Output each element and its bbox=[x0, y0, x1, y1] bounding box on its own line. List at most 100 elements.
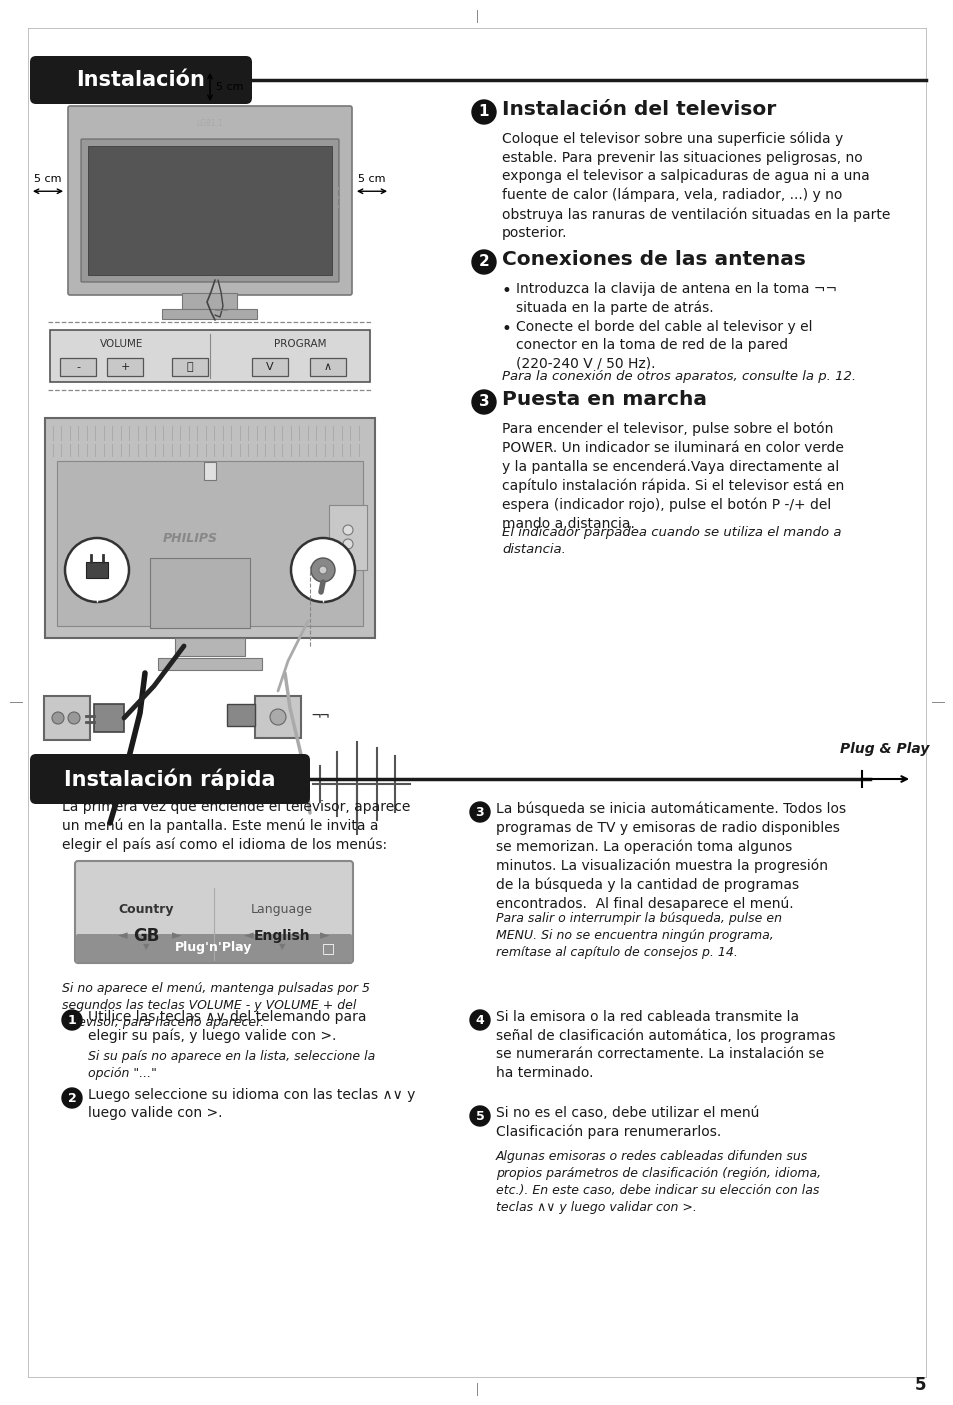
Text: Plug & Play: Plug & Play bbox=[840, 742, 928, 756]
Circle shape bbox=[62, 1087, 82, 1109]
Bar bbox=[174, 638, 245, 656]
Text: ◄: ◄ bbox=[118, 930, 128, 943]
Bar bbox=[310, 358, 346, 377]
Bar bbox=[88, 146, 332, 275]
Text: 5: 5 bbox=[914, 1375, 925, 1394]
Bar bbox=[45, 419, 375, 638]
FancyBboxPatch shape bbox=[81, 139, 338, 282]
Text: ◄: ◄ bbox=[244, 930, 253, 943]
Text: Si la emisora o la red cableada transmite la
señal de clasificación automática, : Si la emisora o la red cableada transmit… bbox=[496, 1010, 835, 1080]
Text: •: • bbox=[501, 320, 512, 339]
Text: ►: ► bbox=[172, 930, 181, 943]
Text: ►: ► bbox=[319, 930, 330, 943]
FancyBboxPatch shape bbox=[68, 105, 352, 295]
Text: Si no es el caso, debe utilizar el menú
Clasificación para renumerarlos.: Si no es el caso, debe utilizar el menú … bbox=[496, 1106, 759, 1139]
Circle shape bbox=[343, 540, 353, 549]
FancyBboxPatch shape bbox=[30, 56, 252, 104]
FancyBboxPatch shape bbox=[76, 934, 352, 962]
Text: Para la conexión de otros aparatos, consulte la p. 12.: Para la conexión de otros aparatos, cons… bbox=[501, 370, 855, 384]
Text: V: V bbox=[266, 362, 274, 372]
Circle shape bbox=[291, 538, 355, 601]
Text: 3: 3 bbox=[476, 805, 484, 819]
Text: La primera vez que enciende el televisor, aparece
un menú en la pantalla. Este m: La primera vez que enciende el televisor… bbox=[62, 799, 410, 853]
Circle shape bbox=[343, 554, 353, 563]
Text: Country: Country bbox=[118, 903, 173, 916]
FancyBboxPatch shape bbox=[75, 861, 353, 962]
Bar bbox=[162, 309, 257, 319]
Bar bbox=[158, 658, 262, 670]
Bar bbox=[94, 704, 124, 732]
Circle shape bbox=[343, 525, 353, 535]
Text: Introduzca la clavija de antena en la toma ¬¬
situada en la parte de atrás.: Introduzca la clavija de antena en la to… bbox=[516, 282, 836, 315]
Text: Puesta en marcha: Puesta en marcha bbox=[501, 391, 706, 409]
Text: PHILIPS: PHILIPS bbox=[162, 531, 217, 545]
Text: 5 cm: 5 cm bbox=[358, 174, 385, 184]
Text: Para salir o interrumpir la búsqueda, pulse en
MENU. Si no se encuentra ningún p: Para salir o interrumpir la búsqueda, pu… bbox=[496, 912, 781, 960]
Text: ¬¬: ¬¬ bbox=[311, 708, 329, 724]
Text: Para encender el televisor, pulse sobre el botón
POWER. Un indicador se iluminar: Para encender el televisor, pulse sobre … bbox=[501, 422, 843, 531]
Text: 4: 4 bbox=[476, 1013, 484, 1027]
Circle shape bbox=[270, 710, 286, 725]
Text: English: English bbox=[253, 929, 310, 943]
Text: GB: GB bbox=[132, 927, 159, 946]
Circle shape bbox=[470, 1106, 490, 1125]
Text: Luego seleccione su idioma con las teclas ∧∨ y
luego valide con >.: Luego seleccione su idioma con las tecla… bbox=[88, 1087, 415, 1120]
Text: 2: 2 bbox=[478, 254, 489, 270]
Text: Plug'n'Play: Plug'n'Play bbox=[175, 941, 253, 954]
Bar bbox=[44, 695, 90, 740]
Text: 3: 3 bbox=[478, 395, 489, 409]
Text: Coloque el televisor sobre una superficie sólida y
estable. Para prevenir las si: Coloque el televisor sobre una superfici… bbox=[501, 132, 889, 240]
Text: -: - bbox=[76, 362, 80, 372]
Text: 1: 1 bbox=[478, 104, 489, 119]
Bar bbox=[329, 504, 367, 570]
Circle shape bbox=[472, 391, 496, 414]
Text: 5: 5 bbox=[476, 1110, 484, 1123]
Text: 5 cm: 5 cm bbox=[215, 81, 243, 91]
Bar bbox=[182, 294, 237, 309]
FancyBboxPatch shape bbox=[30, 754, 310, 804]
Bar bbox=[50, 330, 370, 382]
Text: VOLUME: VOLUME bbox=[100, 339, 144, 348]
Text: PROGRAM: PROGRAM bbox=[274, 339, 326, 348]
Text: Instalación: Instalación bbox=[76, 70, 205, 90]
Bar bbox=[204, 462, 215, 481]
Text: ▼: ▼ bbox=[278, 943, 285, 951]
Text: Language: Language bbox=[251, 903, 313, 916]
Circle shape bbox=[65, 538, 129, 601]
Text: ▼: ▼ bbox=[143, 943, 149, 951]
Text: •: • bbox=[501, 282, 512, 301]
Bar bbox=[172, 358, 208, 377]
Text: Instalación del televisor: Instalación del televisor bbox=[501, 100, 776, 119]
Text: Utilice las teclas ∧∨ del telemando para
elegir su país, y luego valide con >.: Utilice las teclas ∧∨ del telemando para… bbox=[88, 1010, 366, 1043]
Circle shape bbox=[470, 802, 490, 822]
Text: ∧: ∧ bbox=[324, 362, 332, 372]
Text: □: □ bbox=[321, 941, 335, 955]
Bar bbox=[254, 695, 301, 738]
Bar bbox=[252, 358, 288, 377]
Bar bbox=[107, 358, 143, 377]
Circle shape bbox=[311, 558, 335, 582]
Text: Si no aparece el menú, mantenga pulsadas por 5
segundos las teclas VOLUME - y VO: Si no aparece el menú, mantenga pulsadas… bbox=[62, 982, 370, 1028]
Text: Conexiones de las antenas: Conexiones de las antenas bbox=[501, 250, 805, 268]
Text: La búsqueda se inicia automáticamente. Todos los
programas de TV y emisoras de r: La búsqueda se inicia automáticamente. T… bbox=[496, 802, 845, 912]
Circle shape bbox=[62, 1010, 82, 1030]
Circle shape bbox=[52, 712, 64, 724]
Circle shape bbox=[318, 566, 327, 575]
Circle shape bbox=[472, 250, 496, 274]
Text: 5 cm: 5 cm bbox=[34, 174, 62, 184]
Text: 1: 1 bbox=[68, 1013, 76, 1027]
Text: Conecte el borde del cable al televisor y el
conector en la toma de red de la pa: Conecte el borde del cable al televisor … bbox=[516, 320, 812, 371]
Circle shape bbox=[472, 100, 496, 124]
Bar bbox=[227, 704, 254, 726]
Circle shape bbox=[470, 1010, 490, 1030]
Text: +: + bbox=[120, 362, 130, 372]
Circle shape bbox=[68, 712, 80, 724]
Text: El indicador parpadea cuando se utiliza el mando a
distancia.: El indicador parpadea cuando se utiliza … bbox=[501, 525, 841, 556]
Text: 2: 2 bbox=[68, 1092, 76, 1104]
Text: Algunas emisoras o redes cableadas difunden sus
propios parámetros de clasificac: Algunas emisoras o redes cableadas difun… bbox=[496, 1151, 821, 1214]
Text: Si su país no aparece en la lista, seleccione la
opción "...": Si su país no aparece en la lista, selec… bbox=[88, 1050, 375, 1080]
Bar bbox=[60, 358, 96, 377]
Text: ⏻: ⏻ bbox=[187, 362, 193, 372]
Text: Instalación rápida: Instalación rápida bbox=[64, 769, 275, 790]
Bar bbox=[57, 461, 363, 627]
